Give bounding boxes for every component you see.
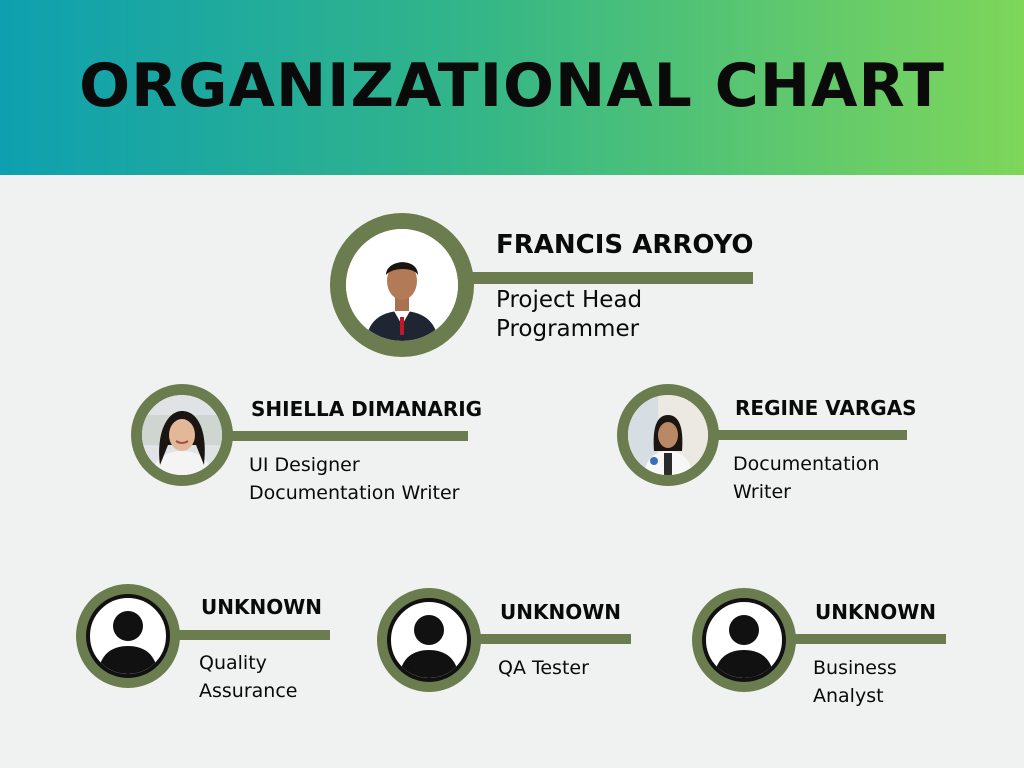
connector-bar <box>697 430 907 440</box>
member-role: Project Head Programmer <box>496 286 642 344</box>
role-line: Quality <box>199 652 267 674</box>
avatar-photo <box>628 395 708 475</box>
avatar-photo <box>346 229 458 341</box>
member-role: Business Analyst <box>813 654 897 710</box>
role-line: Documentation Writer <box>249 482 460 504</box>
member-role: Quality Assurance <box>199 649 297 705</box>
role-line: Writer <box>733 481 791 503</box>
header-banner: ORGANIZATIONAL CHART <box>0 0 1024 175</box>
member-role: QA Tester <box>498 654 589 682</box>
member-name: UNKNOWN <box>500 600 622 624</box>
member-name: REGINE VARGAS <box>735 396 917 420</box>
connector-bar <box>150 630 330 640</box>
role-line: Programmer <box>496 316 640 342</box>
connector-bar <box>450 634 631 644</box>
role-line: UI Designer <box>249 454 360 476</box>
page-title: ORGANIZATIONAL CHART <box>79 51 945 121</box>
member-role: UI Designer Documentation Writer <box>249 451 459 507</box>
role-line: Analyst <box>813 685 884 707</box>
role-line: Documentation <box>733 453 880 475</box>
role-line: Assurance <box>199 680 298 702</box>
connector-bar <box>210 431 468 441</box>
role-line: Project Head <box>496 287 643 313</box>
member-role: Documentation Writer <box>733 450 879 506</box>
role-line: QA Tester <box>498 657 589 679</box>
connector-bar <box>766 634 946 644</box>
member-name: UNKNOWN <box>815 600 937 624</box>
member-name: FRANCIS ARROYO <box>496 230 754 260</box>
person-icon <box>387 598 471 682</box>
person-icon <box>702 598 786 682</box>
member-name: SHIELLA DIMANARIG <box>251 397 483 421</box>
person-icon <box>86 594 170 678</box>
role-line: Business <box>813 657 897 679</box>
member-name: UNKNOWN <box>201 595 323 619</box>
connector-bar <box>440 272 753 284</box>
avatar-photo <box>142 395 222 475</box>
